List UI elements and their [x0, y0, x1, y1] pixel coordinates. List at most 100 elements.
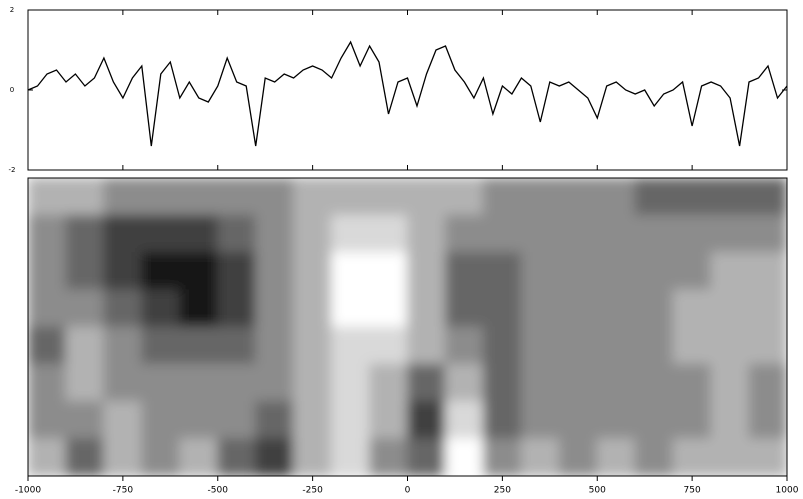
- heatmap-cell: [217, 363, 257, 402]
- x-tick-label: 500: [589, 486, 606, 496]
- heatmap-cell: [634, 401, 674, 440]
- heatmap-cell: [596, 401, 636, 440]
- heatmap-cell: [141, 252, 181, 291]
- heatmap-cell: [482, 178, 522, 216]
- panel-frame: [27, 9, 788, 171]
- heatmap-cell: [65, 326, 105, 365]
- heatmap-cell: [141, 363, 181, 402]
- heatmap-cell: [331, 326, 371, 365]
- heatmap-cell: [482, 363, 522, 402]
- heatmap-cell: [331, 214, 371, 253]
- heatmap-cell: [748, 438, 787, 476]
- heatmap-cell: [748, 401, 787, 440]
- heatmap-cell: [520, 178, 560, 216]
- heatmap-cell: [558, 401, 598, 440]
- x-tick-label: -1000: [15, 486, 41, 496]
- heatmap-cell: [520, 252, 560, 291]
- heatmap-cell: [293, 214, 333, 253]
- heatmap-cell: [748, 178, 787, 216]
- heatmap-cell: [331, 178, 371, 216]
- heatmap-cell: [217, 289, 257, 328]
- heatmap-cell: [179, 214, 219, 253]
- heatmap-cell: [672, 438, 712, 476]
- heatmap-cell: [407, 252, 446, 291]
- heatmap-blur: [28, 178, 787, 476]
- heatmap-cell: [520, 214, 560, 253]
- heatmap-cell: [407, 438, 446, 476]
- y-tick-label: 2: [10, 6, 14, 14]
- heatmap-cell: [558, 289, 598, 328]
- heatmap-cell: [103, 363, 143, 402]
- heatmap-cell: [65, 363, 105, 402]
- heatmap-cell: [634, 326, 674, 365]
- heatmap-cell: [558, 326, 598, 365]
- heatmap-cell: [28, 363, 67, 402]
- x-tick-label: -500: [208, 486, 229, 496]
- heatmap-cell: [407, 178, 446, 216]
- heatmap-cell: [596, 252, 636, 291]
- heatmap-cell: [65, 214, 105, 253]
- heatmap-cell: [710, 252, 750, 291]
- signal-line: [27, 40, 788, 147]
- heatmap-cell: [331, 401, 371, 440]
- heatmap-cell: [444, 289, 484, 328]
- heatmap-cell: [28, 178, 67, 216]
- heatmap-cell: [103, 214, 143, 253]
- heatmap-cell: [558, 178, 598, 216]
- heatmap-cell: [65, 401, 105, 440]
- heatmap-cell: [179, 363, 219, 402]
- heatmap-cell: [596, 214, 636, 253]
- heatmap-cell: [444, 214, 484, 253]
- heatmap-cell: [65, 289, 105, 328]
- heatmap-cell: [255, 289, 295, 328]
- heatmap-cell: [331, 289, 371, 328]
- panel-frame: [27, 177, 788, 477]
- heatmap-cell: [634, 289, 674, 328]
- heatmap-cell: [444, 326, 484, 365]
- heatmap-cell: [217, 178, 257, 216]
- heatmap-cell: [672, 289, 712, 328]
- heatmap-cell: [103, 289, 143, 328]
- heatmap-cell: [217, 252, 257, 291]
- heatmap-cell: [444, 178, 484, 216]
- heatmap-cell: [672, 326, 712, 365]
- heatmap-cell: [179, 252, 219, 291]
- heatmap-cell: [672, 401, 712, 440]
- heatmap-cell: [103, 178, 143, 216]
- heatmap-cell: [331, 252, 371, 291]
- heatmap-cell: [293, 326, 333, 365]
- heatmap-cell: [748, 289, 787, 328]
- heatmap-cell: [65, 178, 105, 216]
- heatmap-cell: [558, 252, 598, 291]
- heatmap-cell: [482, 326, 522, 365]
- heatmap-cell: [179, 401, 219, 440]
- heatmap-cell: [520, 401, 560, 440]
- heatmap-cell: [103, 438, 143, 476]
- heatmap-cell: [482, 289, 522, 328]
- heatmap-cell: [217, 438, 257, 476]
- heatmap-cell: [331, 363, 371, 402]
- heatmap-cell: [710, 214, 750, 253]
- heatmap-cell: [710, 363, 750, 402]
- heatmap-cell: [634, 252, 674, 291]
- heatmap-cell: [710, 438, 750, 476]
- heatmap-cell: [634, 363, 674, 402]
- heatmap-cell: [293, 178, 333, 216]
- heatmap-cell: [103, 401, 143, 440]
- heatmap-cell: [596, 363, 636, 402]
- heatmap-cell: [748, 326, 787, 365]
- heatmap-cell: [293, 401, 333, 440]
- heatmap-cell: [141, 178, 181, 216]
- heatmap-cell: [596, 326, 636, 365]
- x-tick-label: -250: [302, 486, 323, 496]
- heatmap-cell: [369, 363, 408, 402]
- heatmap-cell: [710, 178, 750, 216]
- heatmap-cell: [369, 401, 408, 440]
- heatmap-cell: [217, 401, 257, 440]
- heatmap-cell: [179, 326, 219, 365]
- heatmap-cell: [255, 178, 295, 216]
- heatmap-cell: [520, 326, 560, 365]
- heatmap-cell: [293, 289, 333, 328]
